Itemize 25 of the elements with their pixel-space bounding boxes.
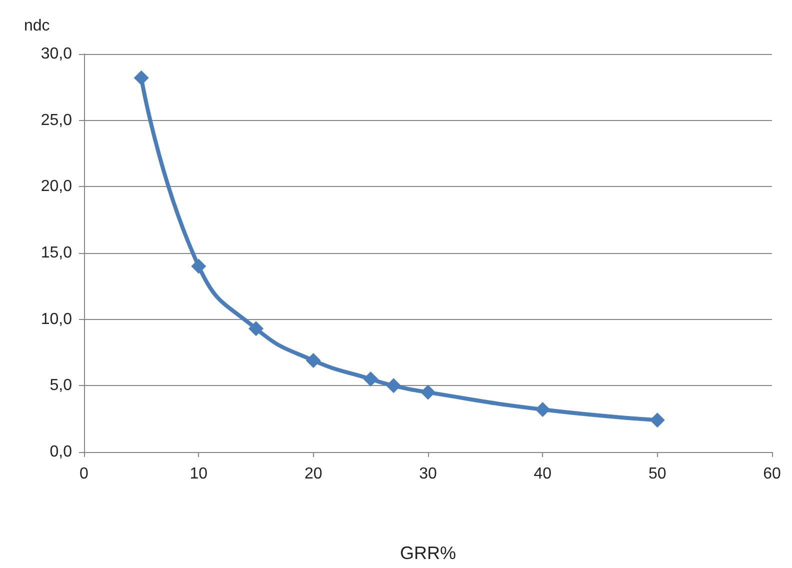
point	[248, 321, 264, 336]
x-tick-label: 20	[304, 466, 322, 482]
x-tick-label: 40	[534, 466, 552, 482]
point	[363, 372, 378, 387]
y-tick-label: 10,0	[40, 310, 72, 328]
point	[134, 70, 149, 86]
y-tick-label: 30,0	[40, 46, 72, 62]
x-tick-label: 30	[419, 466, 437, 482]
y-tick-label: 25,0	[40, 112, 72, 129]
x-axis-title: GRR%	[400, 543, 456, 563]
point	[386, 378, 402, 394]
point	[420, 384, 436, 400]
x-tick-label: 10	[190, 466, 208, 482]
y-axis-title: ndc	[24, 18, 50, 34]
point	[535, 402, 550, 418]
point	[191, 258, 206, 274]
y-tick-label: 5,0	[50, 377, 72, 394]
point	[306, 352, 321, 368]
y-tick-label: 20,0	[40, 178, 72, 196]
x-tick-label: 60	[763, 466, 781, 482]
x-tick-label: 50	[648, 466, 666, 482]
y-tick-label: 0,0	[50, 444, 72, 460]
point	[650, 412, 665, 428]
y-tick-label: 15,0	[40, 244, 72, 262]
x-tick-label: 0	[80, 466, 89, 482]
